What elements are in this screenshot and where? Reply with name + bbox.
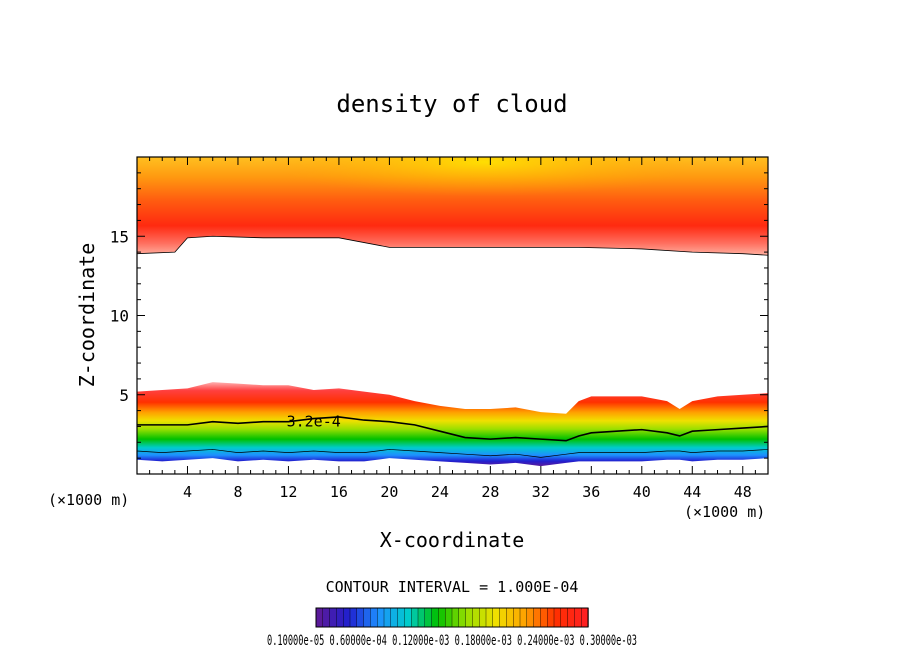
colorbar-cell	[485, 607, 494, 628]
x-unit-right: (×1000 m)	[684, 503, 765, 521]
x-tick-label: 28	[481, 483, 499, 501]
upper-cloud-contour	[137, 235, 768, 256]
colorbar-cell	[553, 607, 562, 628]
colorbar-cell	[465, 607, 474, 628]
colorbar-cell	[349, 607, 358, 628]
colorbar-cell	[479, 607, 487, 628]
x-unit-left: (×1000 m)	[48, 491, 129, 509]
colorbar-cell	[445, 607, 453, 628]
colorbar-cell	[574, 607, 582, 628]
colorbar-cell	[343, 607, 351, 628]
contour-label: 3.2e-4	[287, 413, 341, 431]
lower-cloud-contour	[137, 416, 768, 442]
colorbar-cell	[526, 607, 535, 628]
colorbar	[315, 607, 589, 628]
colorbar-cell	[329, 607, 338, 628]
y-axis-ticks: 5 10 15	[110, 172, 768, 459]
x-tick-label: 24	[431, 483, 449, 501]
contour-interval-text: CONTOUR INTERVAL = 1.000E-04	[326, 578, 579, 596]
x-tick-label: 48	[734, 483, 752, 501]
colorbar-cell	[506, 607, 514, 628]
x-tick-label: 12	[279, 483, 297, 501]
x-tick-label: 40	[633, 483, 651, 501]
colorbar-cell	[567, 607, 576, 628]
colorbar-cell	[492, 607, 501, 628]
colorbar-cell	[451, 607, 460, 628]
colorbar-cell	[411, 607, 419, 628]
colorbar-cell	[336, 607, 344, 628]
y-tick-label: 5	[119, 386, 129, 405]
colorbar-cell	[581, 607, 589, 628]
x-tick-label: 16	[330, 483, 348, 501]
colorbar-cell	[404, 607, 412, 628]
x-tick-label: 44	[683, 483, 701, 501]
chart-title: density of cloud	[336, 90, 567, 118]
colorbar-cell	[533, 607, 542, 628]
colorbar-cell	[417, 607, 426, 628]
x-axis-ticks: 4 8 12 16 20 24 28 32 36 40 44 48	[149, 157, 756, 501]
x-tick-label: 8	[233, 483, 242, 501]
colorbar-cell	[370, 607, 378, 628]
colorbar-cell	[424, 607, 433, 628]
colorbar-cell	[438, 607, 446, 628]
colorbar-labels: 0.10000e-05 0.60000e-04 0.12000e-03 0.18…	[267, 633, 637, 649]
y-tick-label: 15	[110, 227, 129, 246]
colorbar-cell	[547, 607, 555, 628]
colorbar-cell	[397, 607, 406, 628]
colorbar-cell	[458, 607, 467, 628]
colorbar-cell	[383, 607, 392, 628]
x-tick-label: 4	[183, 483, 192, 501]
upper-cloud-core	[137, 157, 768, 256]
y-axis-label: Z-coordinate	[75, 243, 99, 388]
lower-base-contour	[137, 449, 768, 458]
colorbar-cell	[356, 607, 365, 628]
colorbar-cell	[513, 607, 521, 628]
colorbar-cell	[560, 607, 569, 628]
colorbar-cell	[540, 607, 548, 628]
colorbar-cell	[322, 607, 331, 628]
colorbar-cell	[390, 607, 399, 628]
colorbar-cell	[519, 607, 528, 628]
lower-cloud-layer	[137, 382, 768, 467]
x-axis-label: X-coordinate	[380, 528, 525, 552]
colorbar-cell	[472, 607, 480, 628]
colorbar-frame	[315, 607, 589, 628]
colorbar-cell	[431, 607, 440, 628]
colorbar-cell	[315, 607, 324, 628]
plot-area: 3.2e-4	[137, 157, 768, 467]
colorbar-cell	[499, 607, 508, 628]
colorbar-cell	[377, 607, 385, 628]
x-tick-label: 32	[532, 483, 550, 501]
x-tick-label: 36	[582, 483, 600, 501]
colorbar-cell	[363, 607, 372, 628]
y-tick-label: 10	[110, 307, 129, 326]
x-tick-label: 20	[380, 483, 398, 501]
